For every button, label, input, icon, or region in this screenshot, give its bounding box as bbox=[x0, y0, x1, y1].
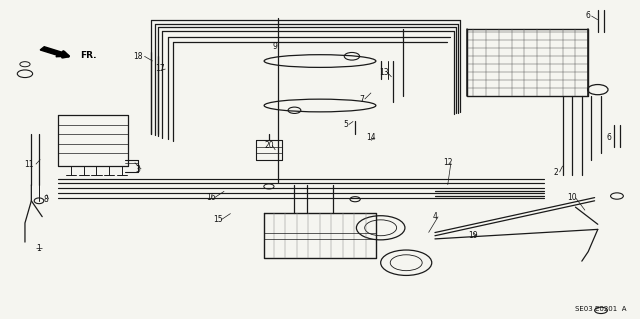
Text: 15: 15 bbox=[213, 215, 223, 224]
Text: 16: 16 bbox=[207, 193, 216, 202]
Text: 20: 20 bbox=[264, 141, 274, 150]
Text: 9: 9 bbox=[273, 42, 278, 51]
Text: 19: 19 bbox=[468, 231, 478, 240]
Text: 11: 11 bbox=[25, 160, 34, 169]
Text: 4: 4 bbox=[433, 212, 437, 221]
Text: 18: 18 bbox=[133, 52, 143, 61]
Text: 6: 6 bbox=[586, 11, 591, 20]
Text: 7: 7 bbox=[359, 95, 364, 104]
Text: 13: 13 bbox=[379, 68, 388, 77]
Text: 8: 8 bbox=[43, 195, 48, 204]
Text: 2: 2 bbox=[554, 168, 559, 177]
FancyArrow shape bbox=[40, 47, 68, 57]
Text: FR.: FR. bbox=[81, 51, 97, 60]
Text: 5: 5 bbox=[343, 120, 348, 129]
Text: 14: 14 bbox=[366, 133, 376, 142]
Text: 3: 3 bbox=[136, 165, 140, 174]
Text: 17: 17 bbox=[156, 64, 165, 73]
Text: 12: 12 bbox=[443, 158, 452, 167]
Text: 6: 6 bbox=[607, 133, 612, 142]
Text: 1: 1 bbox=[36, 244, 42, 253]
Text: SE03 E0201  A: SE03 E0201 A bbox=[575, 306, 627, 312]
Text: 10: 10 bbox=[568, 193, 577, 202]
